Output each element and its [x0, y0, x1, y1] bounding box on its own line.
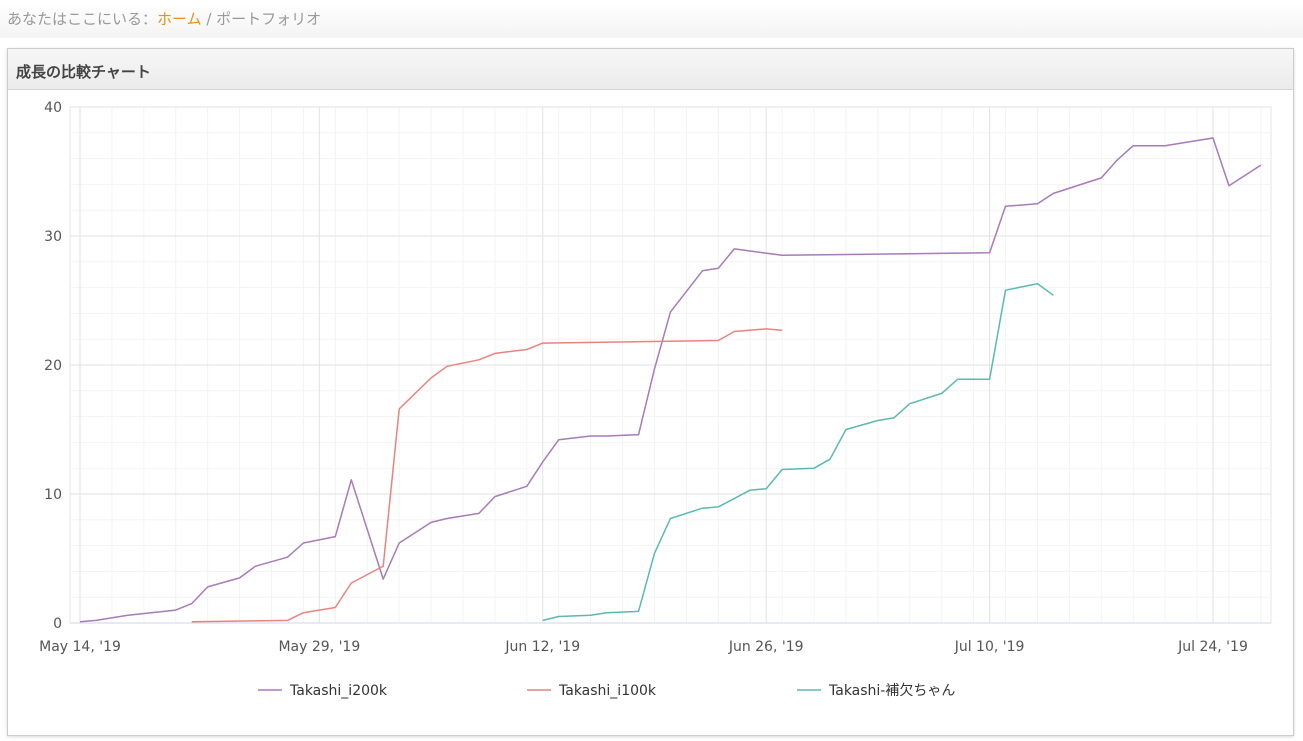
y-tick-label: 10	[44, 487, 62, 503]
y-tick-label: 40	[44, 100, 62, 116]
x-tick-label: Jul 24, '19	[1177, 639, 1248, 655]
y-tick-label: 20	[44, 358, 62, 374]
series-line-2[interactable]	[542, 282, 1054, 622]
legend-item-label[interactable]: Takashi_i200k	[289, 683, 388, 699]
breadcrumb-separator: /	[201, 10, 217, 28]
top-bar	[0, 0, 1303, 38]
breadcrumb-prefix: あなたはここにいる：	[7, 10, 158, 28]
x-tick-label: Jun 12, '19	[504, 639, 580, 655]
series-line-0[interactable]	[79, 137, 1262, 623]
y-tick-label: 0	[53, 616, 62, 632]
y-tick-label: 30	[44, 229, 62, 245]
legend-item-label[interactable]: Takashi-補欠ちゃん	[828, 683, 955, 699]
breadcrumb-home-link[interactable]: ホーム	[157, 10, 202, 28]
x-tick-label: Jul 10, '19	[954, 639, 1025, 655]
panel-header: 成長の比較チャート	[8, 49, 1293, 90]
x-tick-label: May 29, '19	[278, 639, 360, 655]
panel-title: 成長の比較チャート	[16, 63, 151, 81]
series-line-1[interactable]	[191, 328, 783, 623]
breadcrumb-current: ポートフォリオ	[216, 10, 322, 28]
legend-item-label[interactable]: Takashi_i100k	[558, 683, 657, 699]
x-tick-label: May 14, '19	[39, 639, 121, 655]
breadcrumb: あなたはここにいる：ホーム / ポートフォリオ	[7, 8, 321, 29]
x-tick-label: Jun 26, '19	[728, 639, 804, 655]
